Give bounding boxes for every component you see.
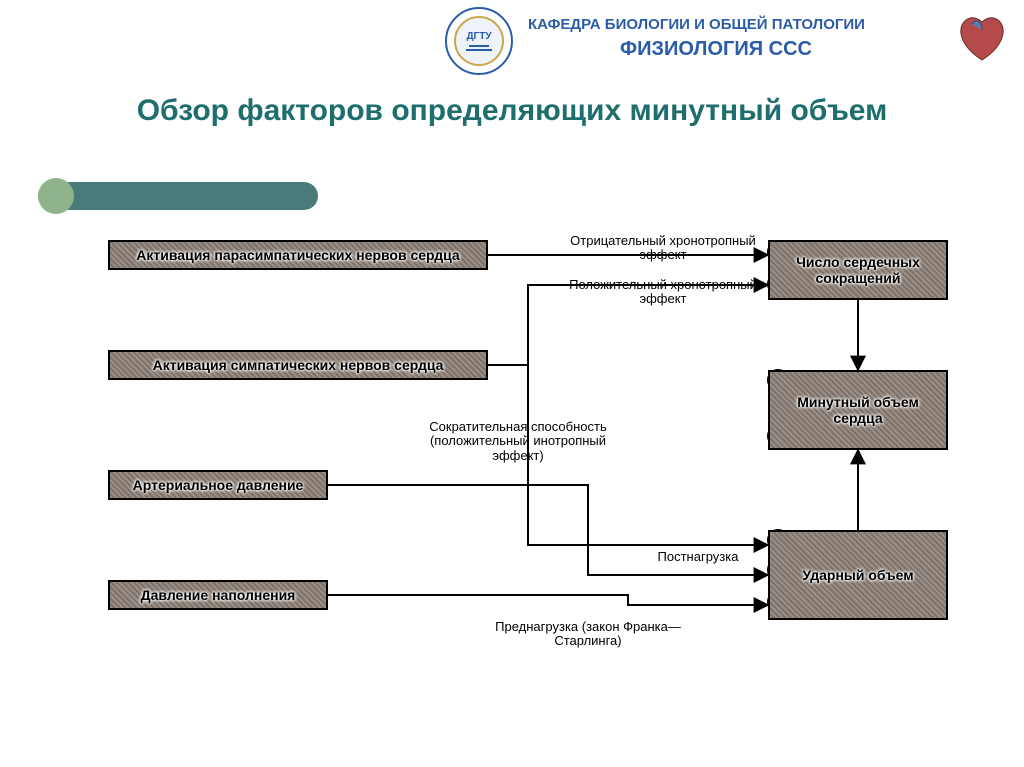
title-underline-bar [38,182,318,210]
edge-label-4: Преднагрузка (закон Франка—Старлинга) [488,620,688,649]
department-label: КАФЕДРА БИОЛОГИИ И ОБЩЕЙ ПАТОЛОГИИ [528,16,865,33]
edge-fillp-sv [328,595,768,605]
edge-label-2: Сократительная способность (положительны… [418,420,618,463]
node-sv: Ударный объем [768,530,948,620]
node-bp: Артериальное давление [108,470,328,500]
edge-label-0: Отрицательный хронотропный эффект [563,234,763,263]
university-logo: ДГТУ [444,6,514,76]
subject-label: ФИЗИОЛОГИЯ ССС [620,38,812,61]
slide-header: ДГТУ КАФЕДРА БИОЛОГИИ И ОБЩЕЙ ПАТОЛОГИИ … [0,6,1024,70]
flow-diagram: −++−+++ Активация парасимпатических нерв… [68,240,968,710]
node-fillp: Давление наполнения [108,580,328,610]
title-underline-dot [38,178,74,214]
node-symp: Активация симпатических нервов сердца [108,350,488,380]
node-hr: Число сердечных сокращений [768,240,948,300]
node-parasymp: Активация парасимпатических нервов сердц… [108,240,488,270]
edge-label-3: Постнагрузка [598,550,798,564]
svg-text:ДГТУ: ДГТУ [466,31,492,42]
slide-title: Обзор факторов определяющих минутный объ… [0,92,1024,130]
node-co: Минутный объем сердца [768,370,948,450]
edge-label-1: Положительный хронотропный эффект [563,278,763,307]
heart-icon [952,10,1012,64]
